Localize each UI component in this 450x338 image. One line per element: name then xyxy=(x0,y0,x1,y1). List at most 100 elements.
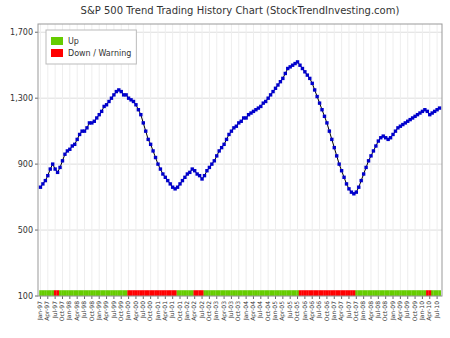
marker xyxy=(438,106,441,109)
trend-bar xyxy=(242,290,245,296)
marker xyxy=(100,110,103,113)
marker xyxy=(426,110,429,113)
marker xyxy=(298,64,301,67)
marker-series xyxy=(39,60,442,195)
marker xyxy=(266,96,269,99)
marker xyxy=(360,179,363,182)
marker xyxy=(73,143,76,146)
marker xyxy=(56,171,59,174)
marker xyxy=(78,133,81,136)
trend-bar xyxy=(235,290,238,296)
trend-bar xyxy=(142,290,145,296)
trend-bar xyxy=(93,290,96,296)
trend-bar xyxy=(69,290,72,296)
marker xyxy=(112,93,115,96)
x-grid-line xyxy=(378,24,379,296)
marker xyxy=(357,186,360,189)
legend-swatch xyxy=(51,49,63,57)
x-grid-line xyxy=(393,24,394,296)
x-tick-label: Oct-02 xyxy=(205,301,212,321)
x-grid-line xyxy=(326,24,327,296)
trend-bar xyxy=(404,290,407,296)
trend-bar xyxy=(375,290,378,296)
x-grid-line xyxy=(407,24,408,296)
x-grid-line xyxy=(216,24,217,296)
marker xyxy=(318,101,321,104)
marker xyxy=(159,167,162,170)
marker xyxy=(330,138,333,141)
marker xyxy=(264,100,267,103)
trend-bar xyxy=(289,290,292,296)
marker xyxy=(51,162,54,165)
trend-bar xyxy=(436,290,439,296)
x-grid-line xyxy=(99,24,100,296)
marker xyxy=(394,129,397,132)
trend-bar xyxy=(426,290,429,296)
trend-bar xyxy=(277,290,280,296)
x-tick-label: Oct-05 xyxy=(293,301,300,321)
marker xyxy=(107,100,110,103)
x-grid-line xyxy=(224,24,225,296)
x-grid-line xyxy=(209,24,210,296)
marker xyxy=(220,146,223,149)
marker xyxy=(41,182,44,185)
trend-bar xyxy=(318,290,321,296)
marker xyxy=(296,60,299,63)
trend-bar xyxy=(294,290,297,296)
trend-bar xyxy=(42,290,45,296)
marker xyxy=(139,113,142,116)
trend-bar xyxy=(208,290,211,296)
marker xyxy=(303,70,306,73)
trend-bar xyxy=(367,290,370,296)
trend-bar xyxy=(272,290,275,296)
marker xyxy=(244,116,247,119)
trend-bar xyxy=(438,290,441,296)
marker xyxy=(183,176,186,179)
trend-bar xyxy=(397,290,400,296)
marker xyxy=(120,90,123,93)
x-grid-line xyxy=(282,24,283,296)
trend-bar xyxy=(296,290,299,296)
marker xyxy=(235,125,238,128)
trend-bar xyxy=(103,290,106,296)
trend-bar xyxy=(240,290,243,296)
marker xyxy=(240,120,243,123)
x-grid-line xyxy=(356,24,357,296)
marker xyxy=(372,149,375,152)
trend-bar xyxy=(59,290,62,296)
trend-bar xyxy=(149,290,152,296)
trend-bar xyxy=(255,290,258,296)
y-tick-label: 100 xyxy=(18,292,33,301)
marker xyxy=(284,72,287,75)
marker xyxy=(154,156,157,159)
trend-bar xyxy=(362,290,365,296)
trend-bar xyxy=(326,290,329,296)
x-grid-line xyxy=(334,24,335,296)
marker xyxy=(85,126,88,129)
trend-bar xyxy=(181,290,184,296)
marker xyxy=(193,169,196,172)
marker xyxy=(181,179,184,182)
trend-bar xyxy=(313,290,316,296)
trend-bar xyxy=(287,290,290,296)
marker xyxy=(142,121,145,124)
marker xyxy=(44,179,47,182)
trend-bar xyxy=(392,290,395,296)
trend-bar xyxy=(306,290,309,296)
trend-bar xyxy=(304,290,307,296)
trend-bar xyxy=(238,290,241,296)
trend-bar xyxy=(169,290,172,296)
legend-label: Down / Warning xyxy=(68,49,131,58)
marker xyxy=(198,174,201,177)
x-tick-label: Oct-07 xyxy=(352,301,359,321)
trend-bar xyxy=(196,290,199,296)
x-tick-label: Oct-08 xyxy=(381,301,388,321)
title: S&P 500 Trend Trading History Chart (Sto… xyxy=(81,5,400,16)
trend-bar xyxy=(71,290,74,296)
trend-bar xyxy=(260,290,263,296)
x-grid-line xyxy=(47,24,48,296)
trend-bar xyxy=(78,290,81,296)
trend-bar xyxy=(269,290,272,296)
plot-area xyxy=(38,24,442,296)
chart: 1005009001,3001,700Jan-97Apr-97Jul-97Oct… xyxy=(0,0,450,338)
